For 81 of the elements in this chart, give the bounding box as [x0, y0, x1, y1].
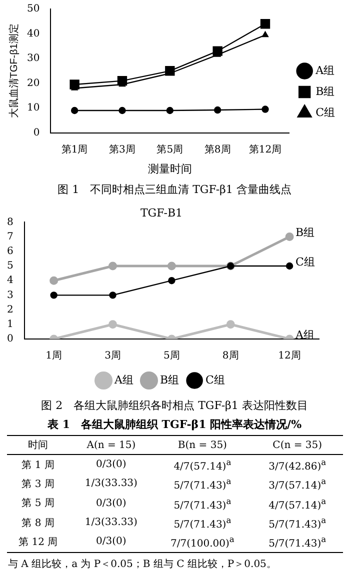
- category-label: 第 8 周: [22, 518, 54, 529]
- point: [167, 262, 176, 270]
- y-tick-label: 6: [6, 246, 14, 257]
- x-tick-label: 第12周: [248, 143, 282, 156]
- point: [260, 19, 270, 29]
- x-tick-label: 1周: [46, 350, 62, 362]
- text: 4/7(57.14)$^{a}$: [268, 496, 326, 511]
- annotation: B组: [296, 226, 315, 240]
- y-tick-label: 20: [26, 78, 40, 89]
- x-tick-label: 3周: [104, 350, 121, 362]
- annotation: C组: [296, 255, 315, 268]
- y-tick-label: 3: [6, 290, 14, 301]
- category-label: A(n = 15): [86, 438, 137, 452]
- caption: 图 2 各组大鼠肺组织各时相点 TGF-β1 表达阳性数目: [40, 398, 309, 413]
- point: [70, 106, 78, 114]
- point: [50, 292, 58, 299]
- text: 7/7(100.00)$^{a}$: [170, 534, 234, 550]
- text: 4/7(57.14)$^{a}$: [174, 457, 232, 472]
- category-label: 第 12 周: [18, 536, 58, 548]
- y-tick-label: 2: [6, 304, 14, 316]
- y-tick-label: 4: [6, 275, 14, 286]
- text: 时间: [27, 438, 50, 453]
- x-tick-label: 第8周: [204, 143, 231, 156]
- text: 图 1 不同时相点三组血清 TGF-β1 含量曲线点: [56, 182, 292, 197]
- x-axis-title: 测量时间: [148, 162, 192, 176]
- point: [108, 320, 118, 329]
- point: [214, 106, 222, 114]
- x-tick-label: 第1周: [61, 143, 88, 156]
- y-tick-label: 30: [26, 53, 40, 64]
- text: 5/7(71.43)$^{a}$: [174, 476, 232, 492]
- text: 3/7(42.86)$^{a}$: [268, 457, 326, 472]
- point: [50, 276, 58, 285]
- text: 5/7(71.43)$^{a}$: [174, 514, 232, 530]
- point: [118, 106, 126, 114]
- text: 表 1 各组大鼠肺组织 TGF-β1 阳性率表达情况/%: [46, 417, 303, 432]
- text: 1/3(33.33): [84, 478, 138, 490]
- point: [166, 106, 174, 114]
- point: [262, 31, 268, 38]
- legend-label: C组: [316, 106, 336, 119]
- y-tick-label: 40: [26, 28, 40, 40]
- text: 5/7(71.43)$^{a}$: [268, 534, 326, 550]
- category-label: 第 1 周: [22, 460, 54, 471]
- y-tick-label: 50: [26, 4, 40, 15]
- text: 5/7(71.43)$^{a}$: [174, 496, 232, 511]
- category-label: 第 5 周: [22, 498, 54, 510]
- text: 与 A 组比较，a 为 P＜0.05；B 组与 C 组比较，P＞0.05。: [8, 558, 278, 571]
- legend-label: C组: [206, 373, 225, 386]
- y-tick-label: 5: [6, 260, 14, 272]
- point: [109, 292, 116, 299]
- text: 0/3(0): [96, 459, 126, 470]
- legend-label: A组: [114, 373, 134, 386]
- y-tick-label: 0: [33, 127, 40, 138]
- y-tick-label: 10: [26, 102, 40, 114]
- text: 5/7(71.43)$^{a}$: [268, 514, 326, 530]
- text: 1/3(33.33): [84, 517, 138, 528]
- category-label: 第 3 周: [22, 478, 54, 490]
- legend-label: B组: [316, 84, 335, 98]
- x-tick-label: 5周: [163, 350, 180, 362]
- point: [168, 277, 176, 284]
- y-tick-label: 1: [6, 318, 14, 330]
- chart-title: TGF-B1: [140, 206, 183, 220]
- x-tick-label: 第3周: [109, 143, 136, 156]
- y-tick-label: 8: [6, 216, 14, 228]
- point: [226, 320, 235, 329]
- legend-label: A组: [314, 64, 335, 77]
- x-tick-label: 8周: [222, 350, 239, 362]
- y-axis-title: 大鼠血清TGF-β1测定: [8, 24, 20, 118]
- y-tick-label: 0: [6, 334, 14, 345]
- legend-label: B组: [160, 373, 180, 386]
- point: [286, 262, 294, 270]
- y-tick-label: 7: [6, 231, 14, 242]
- x-tick-label: 12周: [278, 350, 301, 362]
- point: [262, 106, 269, 113]
- point: [285, 232, 294, 242]
- text: 0/3(0): [96, 498, 126, 509]
- text: 0/3(0): [96, 536, 126, 548]
- point: [108, 262, 118, 270]
- text: 3/7(57.14)$^{a}$: [268, 476, 326, 492]
- category-label: B(n = 35): [176, 438, 228, 452]
- x-tick-label: 第5周: [156, 143, 184, 156]
- category-label: C(n = 35): [272, 438, 324, 452]
